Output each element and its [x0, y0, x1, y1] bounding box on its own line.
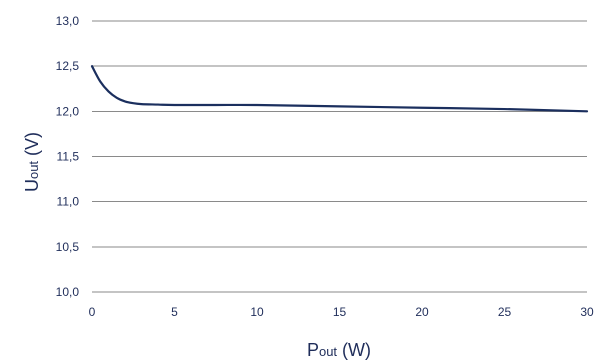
series-line-0	[90, 65, 589, 113]
y-tick-label: 11,5	[57, 150, 80, 164]
x-tick-label: 0	[89, 305, 96, 319]
series-lines	[90, 65, 589, 113]
x-axis-title: Pout (W)	[307, 340, 371, 360]
y-tick-label: 12,0	[56, 104, 80, 118]
y-axis-title: Uout (V)	[22, 132, 42, 192]
y-tick-label: 13,0	[56, 14, 80, 28]
x-tick-label: 20	[415, 305, 429, 319]
x-tick-label: 10	[250, 305, 264, 319]
y-tick-label: 11,0	[57, 195, 80, 209]
x-tick-label: 5	[171, 305, 178, 319]
x-tick-label: 15	[333, 305, 347, 319]
x-tick-label: 25	[498, 305, 512, 319]
y-tick-label: 10,0	[56, 285, 80, 299]
y-tick-labels: 10,0 10,5 11,0 11,5 12,0 12,5 13,0	[56, 14, 80, 299]
y-tick-label: 12,5	[56, 59, 80, 73]
x-tick-label: 30	[580, 305, 594, 319]
y-tick-label: 10,5	[56, 240, 80, 254]
grid-lines	[92, 20, 587, 248]
x-tick-labels: 0 5 10 15 20 25 30	[89, 305, 594, 319]
